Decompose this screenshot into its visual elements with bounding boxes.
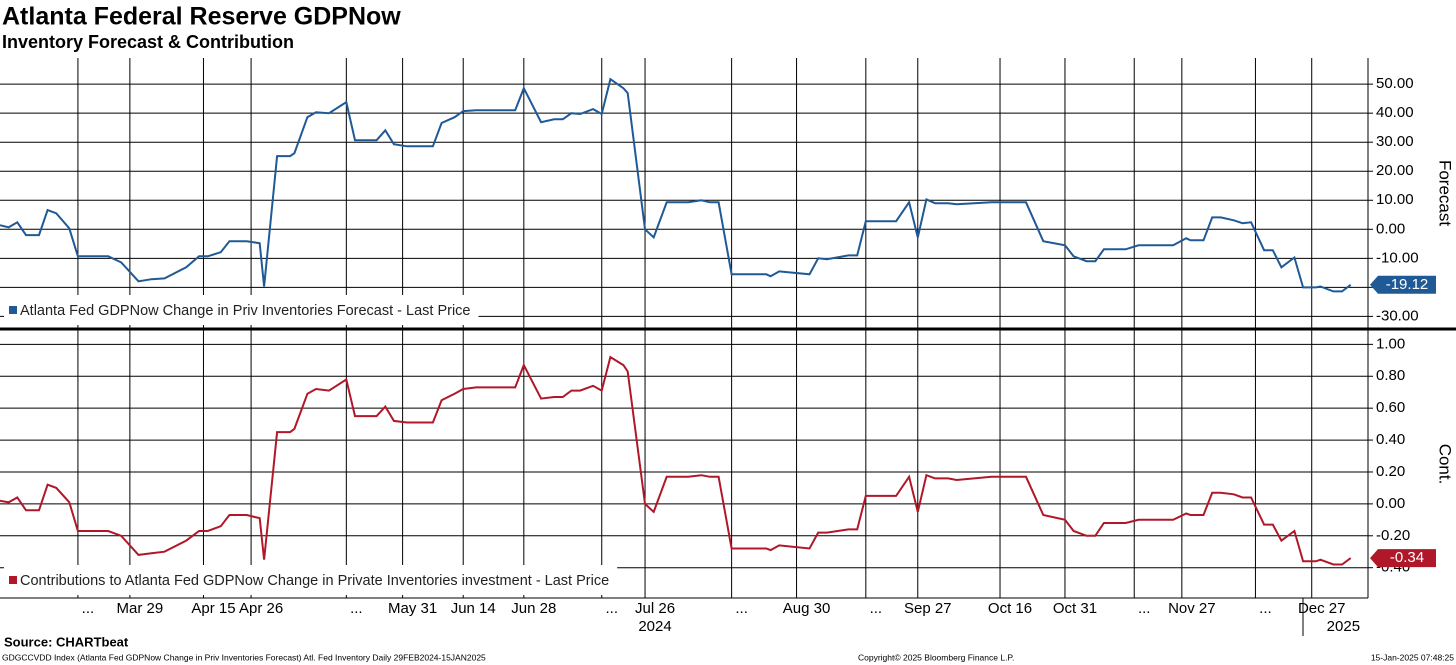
x-tick-label: Aug 30	[783, 600, 831, 617]
x-tick-label: Apr 15	[191, 600, 235, 617]
x-tick-label: Nov 27	[1168, 600, 1216, 617]
legend-swatch	[9, 306, 17, 314]
last-price-tag	[1370, 275, 1436, 294]
last-price-label: -0.34	[1390, 549, 1424, 566]
series-line	[0, 77, 1352, 293]
x-tick-label: ...	[1259, 600, 1272, 617]
x-tick-label: Sep 27	[904, 600, 952, 617]
x-tick-label: May 31	[388, 600, 437, 617]
y-tick-label: 50.00	[1376, 75, 1414, 92]
y-tick-label: -10.00	[1376, 249, 1419, 266]
legend-label: Contributions to Atlanta Fed GDPNow Chan…	[20, 573, 609, 589]
legend-swatch	[9, 576, 17, 584]
description: GDGCCVDD Index (Atlanta Fed GDPNow Chang…	[2, 652, 486, 662]
y-tick-label: 0.00	[1376, 495, 1405, 512]
y-tick-label: 0.20	[1376, 463, 1405, 480]
x-tick-label: ...	[1138, 600, 1151, 617]
y-axis-label: Forecast	[1436, 160, 1455, 226]
year-label: 2024	[638, 618, 671, 635]
y-tick-label: 0.40	[1376, 431, 1405, 448]
x-tick-label: Mar 29	[117, 600, 164, 617]
x-tick-label: ...	[870, 600, 883, 617]
y-tick-label: 10.00	[1376, 191, 1414, 208]
x-tick-label: Oct 31	[1053, 600, 1097, 617]
x-tick-label: Jun 14	[451, 600, 496, 617]
y-tick-label: 40.00	[1376, 104, 1414, 121]
last-price-label: -19.12	[1386, 276, 1429, 293]
y-tick-label: 0.00	[1376, 220, 1405, 237]
y-tick-label: 20.00	[1376, 162, 1414, 179]
chart-title: Atlanta Federal Reserve GDPNow	[2, 3, 401, 31]
legend-box	[4, 295, 479, 325]
timestamp: 15-Jan-2025 07:48:25	[1371, 652, 1454, 662]
x-tick-label: Apr 26	[239, 600, 283, 617]
x-tick-label: ...	[605, 600, 618, 617]
x-tick-label: ...	[82, 600, 95, 617]
x-tick-label: Jul 26	[635, 600, 675, 617]
chart-subtitle: Inventory Forecast & Contribution	[2, 32, 294, 52]
copyright: Copyright© 2025 Bloomberg Finance L.P.	[858, 652, 1014, 662]
y-tick-label: 30.00	[1376, 133, 1414, 150]
y-tick-label: 0.80	[1376, 367, 1405, 384]
series-line	[0, 355, 1352, 566]
y-tick-label: -30.00	[1376, 307, 1419, 324]
x-tick-label: Dec 27	[1298, 600, 1346, 617]
y-tick-label: -0.20	[1376, 527, 1410, 544]
legend-box	[4, 565, 618, 595]
legend-label: Atlanta Fed GDPNow Change in Priv Invent…	[20, 303, 471, 319]
x-tick-label: Oct 16	[988, 600, 1032, 617]
y-tick-label: 0.60	[1376, 399, 1405, 416]
y-tick-label: 1.00	[1376, 335, 1405, 352]
y-axis-label: Cont.	[1436, 444, 1455, 485]
year-label: 2025	[1327, 618, 1360, 635]
source: Source: CHARTbeat	[4, 634, 129, 649]
last-price-tag	[1370, 549, 1436, 568]
x-tick-label: ...	[350, 600, 363, 617]
x-tick-label: ...	[735, 600, 748, 617]
x-tick-label: Jun 28	[511, 600, 556, 617]
